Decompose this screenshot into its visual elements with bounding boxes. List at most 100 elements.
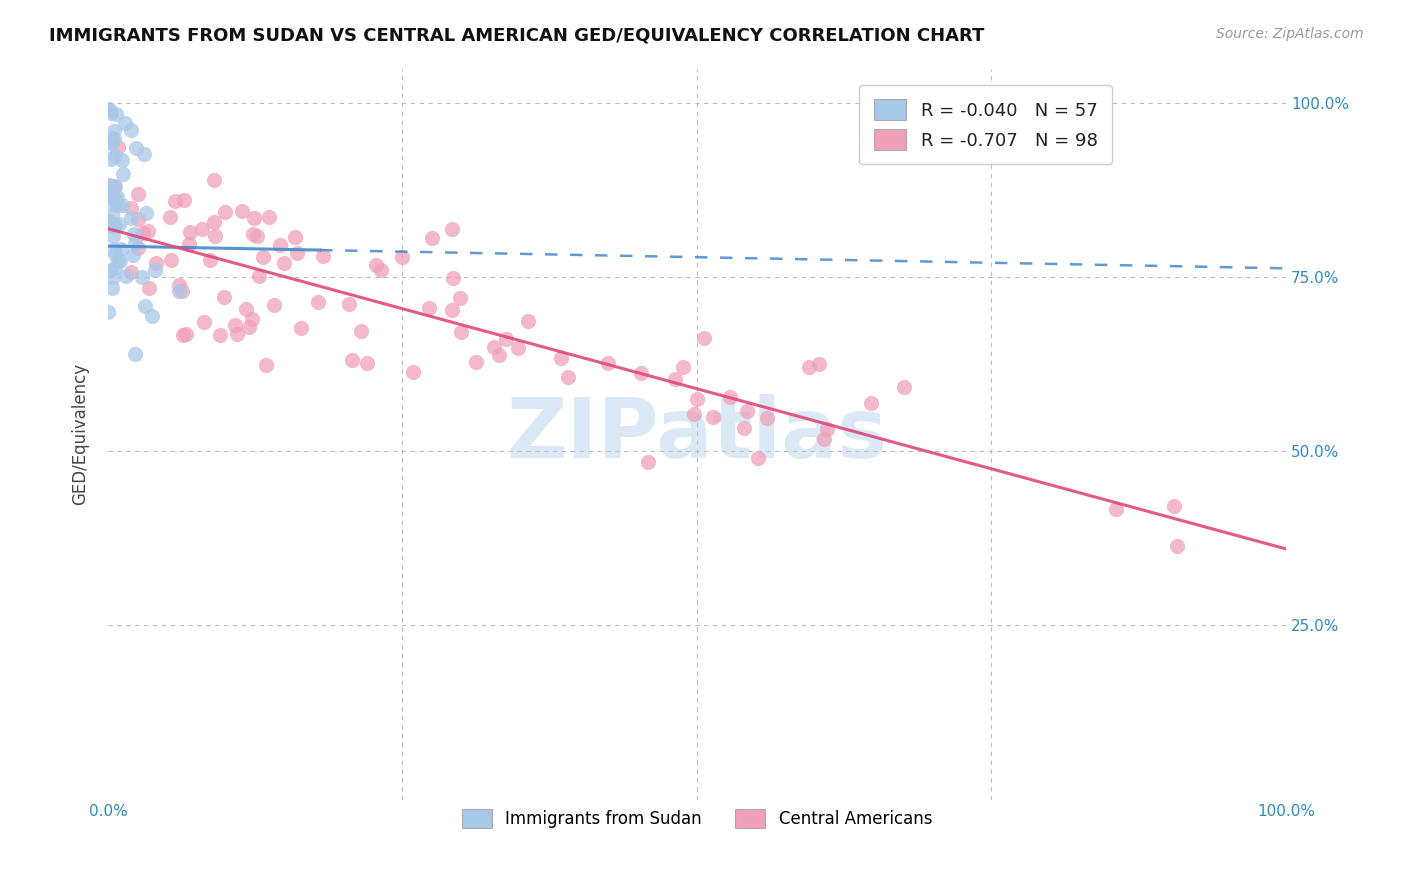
Point <box>813 432 835 446</box>
Point <box>269 238 291 252</box>
Point <box>97 103 120 117</box>
Point <box>243 211 266 226</box>
Point <box>104 218 127 232</box>
Point <box>290 321 312 335</box>
Point <box>169 277 191 292</box>
Point <box>495 332 517 346</box>
Point <box>449 291 471 305</box>
Point <box>101 208 124 222</box>
Point <box>484 340 506 354</box>
Point <box>441 302 464 317</box>
Point <box>807 357 830 371</box>
Point <box>202 173 225 187</box>
Point <box>100 106 122 120</box>
Point <box>702 409 724 424</box>
Point <box>231 203 253 218</box>
Point <box>112 167 135 181</box>
Point <box>630 366 652 380</box>
Point <box>284 230 307 244</box>
Point <box>120 265 142 279</box>
Point <box>103 190 125 204</box>
Point <box>240 312 263 326</box>
Point <box>337 297 360 311</box>
Point <box>1105 501 1128 516</box>
Point <box>107 252 129 267</box>
Point <box>214 204 236 219</box>
Point <box>682 407 704 421</box>
Point <box>101 135 124 149</box>
Point <box>208 328 231 343</box>
Point <box>110 242 132 256</box>
Point <box>893 380 915 394</box>
Point <box>488 348 510 362</box>
Point <box>747 451 769 466</box>
Point <box>307 295 329 310</box>
Point <box>101 179 124 194</box>
Point <box>370 263 392 277</box>
Point <box>127 241 149 255</box>
Point <box>98 214 121 228</box>
Point <box>263 298 285 312</box>
Point <box>100 186 122 200</box>
Point <box>104 246 127 260</box>
Point <box>98 178 121 192</box>
Point <box>249 268 271 283</box>
Point <box>179 225 201 239</box>
Point <box>103 243 125 257</box>
Point <box>124 235 146 250</box>
Point <box>105 190 128 204</box>
Point <box>506 341 529 355</box>
Point <box>364 258 387 272</box>
Point <box>235 301 257 316</box>
Point <box>108 254 131 268</box>
Point <box>124 347 146 361</box>
Point <box>464 355 486 369</box>
Point <box>124 227 146 242</box>
Point <box>111 153 134 167</box>
Point <box>204 215 226 229</box>
Point <box>350 324 373 338</box>
Point <box>664 371 686 385</box>
Point <box>191 222 214 236</box>
Point <box>441 271 464 285</box>
Point <box>165 194 187 208</box>
Legend: Immigrants from Sudan, Central Americans: Immigrants from Sudan, Central Americans <box>456 803 939 835</box>
Point <box>441 222 464 236</box>
Point <box>98 136 121 150</box>
Point <box>105 107 128 121</box>
Point <box>418 301 440 315</box>
Point <box>356 355 378 369</box>
Point <box>138 281 160 295</box>
Point <box>103 193 125 207</box>
Point <box>193 315 215 329</box>
Point <box>391 250 413 264</box>
Point <box>131 270 153 285</box>
Point <box>1166 539 1188 553</box>
Point <box>127 212 149 227</box>
Point <box>198 253 221 268</box>
Point <box>159 252 181 267</box>
Point <box>252 250 274 264</box>
Point <box>285 246 308 260</box>
Point <box>107 198 129 212</box>
Point <box>103 197 125 211</box>
Point <box>103 132 125 146</box>
Point <box>797 360 820 375</box>
Text: Source: ZipAtlas.com: Source: ZipAtlas.com <box>1216 27 1364 41</box>
Point <box>132 147 155 161</box>
Point <box>101 229 124 244</box>
Point <box>718 390 741 404</box>
Point <box>120 211 142 225</box>
Point <box>97 305 120 319</box>
Text: IMMIGRANTS FROM SUDAN VS CENTRAL AMERICAN GED/EQUIVALENCY CORRELATION CHART: IMMIGRANTS FROM SUDAN VS CENTRAL AMERICA… <box>49 27 984 45</box>
Point <box>97 104 120 119</box>
Point <box>672 359 695 374</box>
Point <box>107 217 129 231</box>
Point <box>179 237 201 252</box>
Point <box>127 186 149 201</box>
Point <box>97 179 120 194</box>
Point <box>596 356 619 370</box>
Point <box>557 370 579 384</box>
Point <box>111 198 134 212</box>
Point <box>103 270 125 285</box>
